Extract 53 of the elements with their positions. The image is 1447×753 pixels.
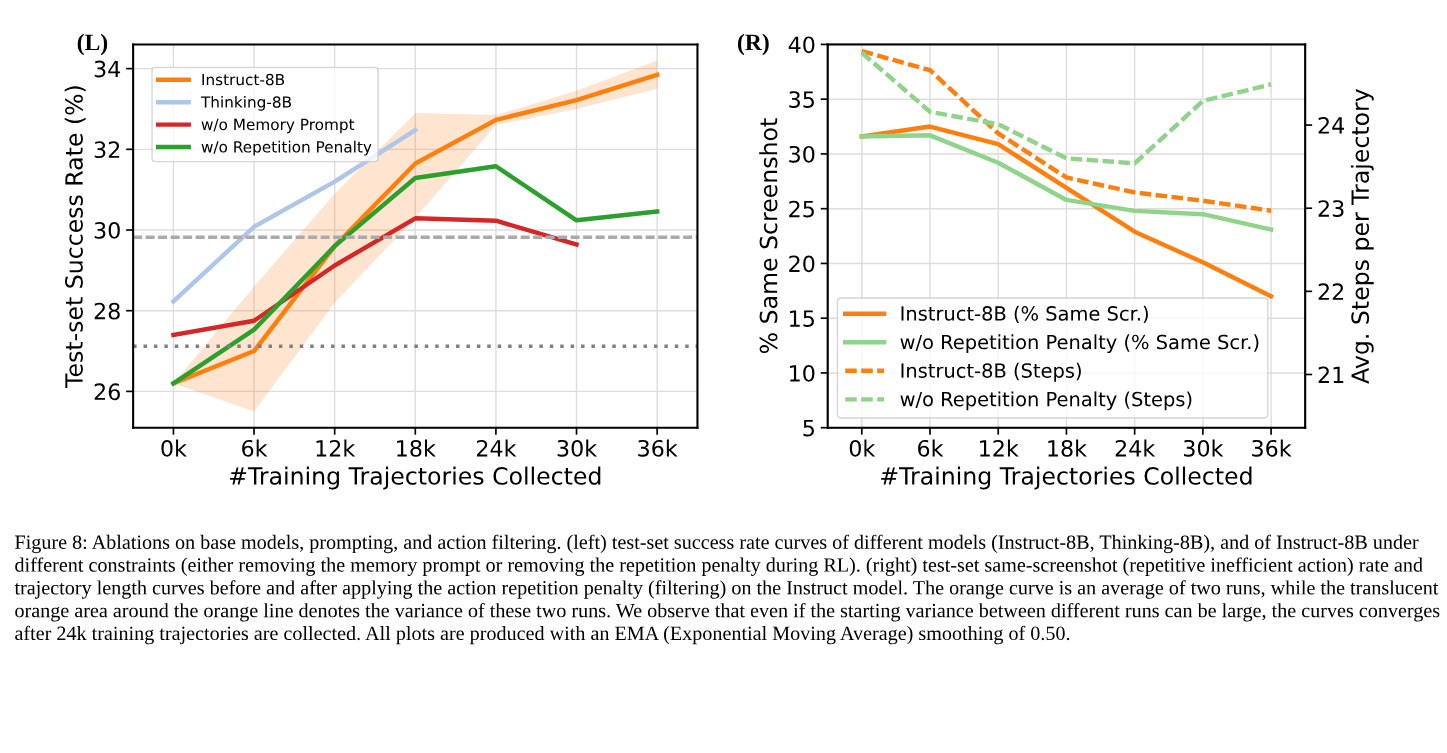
legend-label: Instruct-8B (% Same Scr.) xyxy=(901,305,1148,324)
y2-tick-label: 22 xyxy=(1318,283,1344,300)
x-tick-label: 36k xyxy=(1252,439,1292,457)
y-tick-label: 40 xyxy=(788,36,815,54)
x-tick-label: 0k xyxy=(161,439,187,457)
y-tick-label: 5 xyxy=(803,419,814,437)
x-tick-label: 6k xyxy=(242,439,268,457)
x-tick-label: 6k xyxy=(918,439,944,457)
y2-tick-label: 23 xyxy=(1318,200,1344,217)
x-tick-label: 18k xyxy=(1048,439,1087,457)
y-tick-label: 35 xyxy=(789,91,814,108)
text: (L) xyxy=(77,33,108,56)
y-tick-label: 20 xyxy=(789,255,815,273)
y-tick-label: 25 xyxy=(789,200,814,218)
line-series xyxy=(859,133,1274,232)
x-axis-title: #Training Trajectories Collected xyxy=(229,466,601,490)
x-tick-label: 0k xyxy=(849,439,876,457)
y-tick-label: 15 xyxy=(790,310,814,327)
line-series xyxy=(859,50,1274,166)
line-series xyxy=(171,216,579,338)
legend-label: Instruct-8B (Steps) xyxy=(901,362,1081,382)
y-tick-label: 28 xyxy=(94,302,120,320)
x-tick-label: 24k xyxy=(1115,439,1156,457)
line-series xyxy=(171,164,660,386)
y-axis-title: % Same Screenshot xyxy=(759,118,778,354)
y-tick-label: 32 xyxy=(94,141,120,159)
legend-label: w/o Memory Prompt xyxy=(201,118,355,134)
x-tick-label: 18k xyxy=(397,439,436,457)
y-tick-label: 26 xyxy=(94,383,120,401)
legend-label: w/o Repetition Penalty (% Same Scr.) xyxy=(900,334,1259,354)
text: (R) xyxy=(737,33,769,56)
y2-axis-title: Avg. Steps per Trajectory xyxy=(1350,88,1374,384)
legend-label: w/o Repetition Penalty (Steps) xyxy=(900,391,1192,411)
x-axis-title: #Training Trajectories Collected xyxy=(881,466,1252,490)
y-axis-title: Test-set Success Rate (%) xyxy=(64,86,86,388)
y2-tick-label: 21 xyxy=(1318,366,1344,383)
caption: Figure 8: Ablations on base models, prompting, and action filtering. (left) test-set success rate curves of different models (Instruct-8B, Thinking-8B), and of Instruct-8B under different constraints (either removing the memory prompt or removing the repetition penalty during RL). (right) test-set same-screenshot (repetitive inefficient action) rate and trajectory length curves before and after applying the action repetition penalty (filtering) on the Instruct model. The orange curve is an average of two runs, while the translucent orange area around the orange line denotes the variance of these two runs. We observe that even if the starting variance between different runs can be large, the curves converges after 24k training trajectories are collected. All plots are produced with an EMA (Exponential Moving Average) smoothing of 0.50. xyxy=(14,534,1440,645)
legend-label: Thinking-8B xyxy=(200,95,291,111)
y-tick-label: 30 xyxy=(789,145,815,163)
y2-tick-label: 24 xyxy=(1318,117,1345,134)
y-tick-label: 34 xyxy=(94,60,121,78)
x-tick-label: 30k xyxy=(1183,439,1224,457)
legend-label: w/o Repetition Penalty xyxy=(201,140,372,156)
x-tick-label: 12k xyxy=(316,439,356,457)
x-tick-label: 12k xyxy=(980,439,1019,457)
x-tick-label: 36k xyxy=(638,439,678,457)
legend-label: Instruct-8B xyxy=(202,73,285,86)
x-tick-label: 30k xyxy=(557,439,598,457)
line-series xyxy=(859,48,1274,213)
line-series xyxy=(859,124,1274,299)
y-tick-label: 10 xyxy=(790,364,815,382)
y-tick-label: 30 xyxy=(94,221,120,239)
x-tick-label: 24k xyxy=(476,439,517,457)
